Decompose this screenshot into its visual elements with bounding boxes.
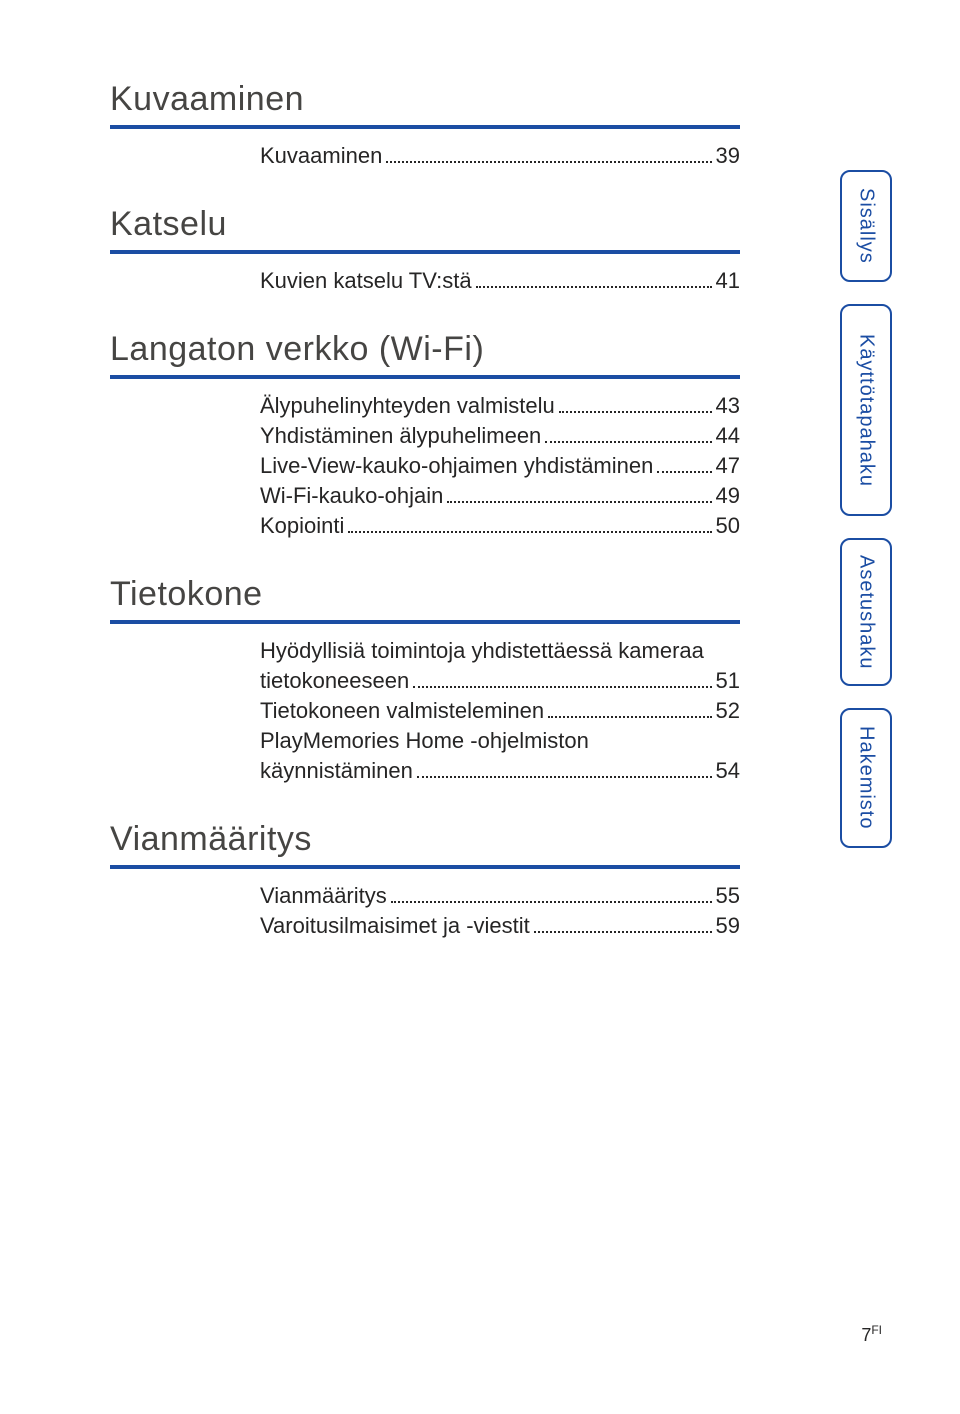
- entry-label: Yhdistäminen älypuhelimeen: [260, 423, 541, 449]
- leader-dots: [657, 471, 711, 473]
- entry-label: tietokoneeseen: [260, 668, 409, 694]
- toc-section: Langaton verkko (Wi-Fi) Älypuhelinyhteyd…: [110, 330, 740, 539]
- section-entries: Vianmääritys 55 Varoitusilmaisimet ja -v…: [110, 883, 740, 939]
- page-number: 7: [861, 1325, 871, 1345]
- entry-label: Varoitusilmaisimet ja -viestit: [260, 913, 530, 939]
- toc-entry: Vianmääritys 55: [260, 883, 740, 909]
- entry-label: Kopiointi: [260, 513, 344, 539]
- toc-entry: Varoitusilmaisimet ja -viestit 59: [260, 913, 740, 939]
- section-rule: [110, 865, 740, 869]
- tab-label: Hakemisto: [855, 708, 878, 847]
- section-title: Vianmääritys: [110, 820, 740, 859]
- entry-page: 54: [716, 758, 740, 784]
- tab-hakemisto[interactable]: Hakemisto: [840, 708, 892, 848]
- toc-section: Kuvaaminen Kuvaaminen 39: [110, 80, 740, 169]
- tab-label: Asetushaku: [855, 537, 878, 688]
- entry-page: 51: [716, 668, 740, 694]
- entry-label: Wi-Fi-kauko-ohjain: [260, 483, 443, 509]
- leader-dots: [534, 931, 712, 933]
- section-rule: [110, 125, 740, 129]
- section-entries: Kuvien katselu TV:stä 41: [110, 268, 740, 294]
- tab-label: Sisällys: [855, 170, 878, 282]
- section-rule: [110, 620, 740, 624]
- toc-entry: Wi-Fi-kauko-ohjain 49: [260, 483, 740, 509]
- entry-page: 59: [716, 913, 740, 939]
- document-page: Kuvaaminen Kuvaaminen 39 Katselu Kuvien …: [0, 0, 960, 1414]
- leader-dots: [559, 411, 712, 413]
- toc-entry-continuation: tietokoneeseen 51: [260, 668, 740, 694]
- toc-section: Vianmääritys Vianmääritys 55 Varoitusilm…: [110, 820, 740, 939]
- leader-dots: [413, 686, 711, 688]
- toc-entry: Kuvien katselu TV:stä 41: [260, 268, 740, 294]
- tab-sisallys[interactable]: Sisällys: [840, 170, 892, 282]
- leader-dots: [476, 286, 712, 288]
- toc-entry: Kuvaaminen 39: [260, 143, 740, 169]
- section-title: Kuvaaminen: [110, 80, 740, 119]
- section-title: Tietokone: [110, 575, 740, 614]
- toc-section: Katselu Kuvien katselu TV:stä 41: [110, 205, 740, 294]
- entry-label: PlayMemories Home -ohjelmiston: [260, 728, 589, 754]
- leader-dots: [348, 531, 711, 533]
- toc-entry: Kopiointi 50: [260, 513, 740, 539]
- toc-entry: Hyödyllisiä toimintoja yhdistettäessä ka…: [260, 638, 740, 664]
- leader-dots: [391, 901, 712, 903]
- toc-main-column: Kuvaaminen Kuvaaminen 39 Katselu Kuvien …: [110, 80, 740, 939]
- leader-dots: [447, 501, 711, 503]
- entry-label: käynnistäminen: [260, 758, 413, 784]
- section-entries: Kuvaaminen 39: [110, 143, 740, 169]
- toc-entry: Tietokoneen valmisteleminen 52: [260, 698, 740, 724]
- tab-kayttotapahaku[interactable]: Käyttötapahaku: [840, 304, 892, 516]
- leader-dots: [386, 161, 711, 163]
- tab-asetushaku[interactable]: Asetushaku: [840, 538, 892, 686]
- entry-page: 50: [716, 513, 740, 539]
- page-footer: 7FI: [861, 1323, 882, 1346]
- entry-page: 39: [716, 143, 740, 169]
- entry-label: Älypuhelinyhteyden valmistelu: [260, 393, 555, 419]
- leader-dots: [548, 716, 711, 718]
- entry-label: Kuvien katselu TV:stä: [260, 268, 472, 294]
- entry-page: 44: [716, 423, 740, 449]
- entry-label: Kuvaaminen: [260, 143, 382, 169]
- toc-entry-continuation: käynnistäminen 54: [260, 758, 740, 784]
- entry-page: 47: [716, 453, 740, 479]
- leader-dots: [417, 776, 712, 778]
- toc-entry: Älypuhelinyhteyden valmistelu 43: [260, 393, 740, 419]
- entry-page: 52: [716, 698, 740, 724]
- page-locale-suffix: FI: [871, 1323, 882, 1337]
- section-entries: Älypuhelinyhteyden valmistelu 43 Yhdistä…: [110, 393, 740, 539]
- section-title: Langaton verkko (Wi-Fi): [110, 330, 740, 369]
- entry-label: Tietokoneen valmisteleminen: [260, 698, 544, 724]
- toc-entry: PlayMemories Home -ohjelmiston: [260, 728, 740, 754]
- toc-section: Tietokone Hyödyllisiä toimintoja yhdiste…: [110, 575, 740, 784]
- toc-entry: Yhdistäminen älypuhelimeen 44: [260, 423, 740, 449]
- side-tabs: Sisällys Käyttötapahaku Asetushaku Hakem…: [840, 170, 892, 870]
- section-title: Katselu: [110, 205, 740, 244]
- tab-label: Käyttötapahaku: [855, 316, 878, 505]
- section-entries: Hyödyllisiä toimintoja yhdistettäessä ka…: [110, 638, 740, 784]
- entry-label: Vianmääritys: [260, 883, 387, 909]
- entry-page: 41: [716, 268, 740, 294]
- toc-entry: Live-View-kauko-ohjaimen yhdistäminen 47: [260, 453, 740, 479]
- leader-dots: [545, 441, 711, 443]
- entry-page: 55: [716, 883, 740, 909]
- entry-label: Hyödyllisiä toimintoja yhdistettäessä ka…: [260, 638, 704, 664]
- section-rule: [110, 375, 740, 379]
- section-rule: [110, 250, 740, 254]
- entry-label: Live-View-kauko-ohjaimen yhdistäminen: [260, 453, 653, 479]
- entry-page: 43: [716, 393, 740, 419]
- entry-page: 49: [716, 483, 740, 509]
